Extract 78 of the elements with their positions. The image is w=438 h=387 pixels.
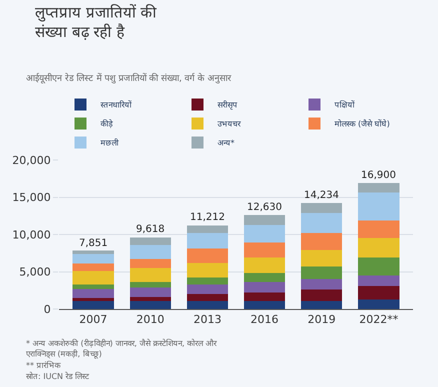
legend-label: मछली	[100, 138, 120, 148]
x-tick-label: 2013	[193, 313, 222, 326]
y-tick-label: 5,000	[19, 266, 51, 279]
bar	[244, 242, 286, 258]
bar	[130, 268, 171, 282]
bar	[72, 284, 114, 289]
text: ** प्रारंभिक	[26, 360, 62, 370]
legend-label: सरीसृप	[218, 100, 238, 111]
x-tick-label: 2022**	[359, 313, 399, 326]
chart-title: लुप्तप्राय प्रजातियों की संख्या बढ़ रही है	[35, 3, 158, 41]
x-tick-label: 2016	[250, 313, 279, 326]
bar	[301, 300, 342, 309]
bar	[72, 300, 114, 309]
bar	[358, 183, 400, 192]
legend-label: मोलस्क (जैसे घोंघे)	[334, 118, 390, 129]
bar	[186, 300, 228, 309]
legend-label: स्तनधारियों	[100, 100, 132, 110]
bar	[186, 284, 228, 294]
y-tick-label: 20,000	[12, 154, 51, 167]
bar	[130, 237, 171, 245]
total-label: 16,900	[361, 170, 396, 181]
text: * अन्य अकशेरुकी (रीढ़विहीन) जानवर, जैसे क्रस्टेशियन, कोरल और एराक्निड्स (मकड़ी, बिच्छू)	[26, 338, 218, 360]
y-tick-label: 0	[44, 302, 51, 316]
bar	[244, 258, 286, 274]
text: स्रोत: IUCN रेड लिस्ट	[26, 371, 90, 381]
bar	[130, 300, 171, 309]
chart-subtitle: आईयूसीएन रेड लिस्ट में पशु प्रजातियों की संख्या, वर्ग के अनुसार	[26, 72, 232, 84]
legend-label: पक्षियों	[334, 100, 356, 110]
bar	[301, 266, 342, 280]
bar	[72, 250, 114, 254]
bar	[358, 220, 400, 238]
bar	[186, 262, 228, 278]
bar	[358, 299, 400, 309]
bar	[301, 250, 342, 267]
bar	[72, 298, 114, 301]
bar	[358, 238, 400, 258]
y-tick-label: 10,000	[12, 228, 51, 242]
bar	[301, 233, 342, 250]
bar	[130, 287, 171, 298]
x-tick-label: 2019	[308, 313, 336, 326]
legend-label: उभयचर	[218, 120, 242, 129]
bar	[130, 297, 171, 301]
bar	[130, 259, 171, 268]
bar	[244, 292, 286, 301]
total-label: 7,851	[79, 238, 108, 249]
y-tick-label: 15,000	[12, 191, 51, 204]
bar	[186, 233, 228, 249]
bar	[244, 214, 286, 225]
total-label: 11,212	[190, 212, 225, 223]
bar	[72, 254, 114, 264]
bar	[301, 279, 342, 290]
x-tick-label: 2010	[136, 313, 164, 326]
bar	[72, 288, 114, 298]
bar	[244, 282, 286, 293]
total-label: 9,618	[136, 224, 165, 235]
legend-label: अन्य*	[218, 138, 234, 148]
total-label: 12,630	[247, 202, 282, 213]
bar	[186, 248, 228, 263]
bar	[72, 271, 114, 284]
bar	[244, 224, 286, 243]
total-label: 14,234	[304, 190, 339, 201]
bar	[358, 275, 400, 286]
bar	[358, 286, 400, 300]
bar	[72, 264, 114, 272]
bar	[358, 192, 400, 220]
bar	[244, 273, 286, 282]
bar	[301, 290, 342, 301]
bar	[358, 258, 400, 276]
bar	[301, 212, 342, 234]
bar	[130, 244, 171, 260]
x-tick-label: 2007	[79, 313, 108, 326]
legend-label: कीड़े	[100, 118, 114, 129]
bar	[186, 225, 228, 234]
bar	[186, 278, 228, 284]
bar	[301, 202, 342, 213]
bar	[244, 300, 286, 309]
bar	[186, 294, 228, 301]
bar	[130, 282, 171, 288]
